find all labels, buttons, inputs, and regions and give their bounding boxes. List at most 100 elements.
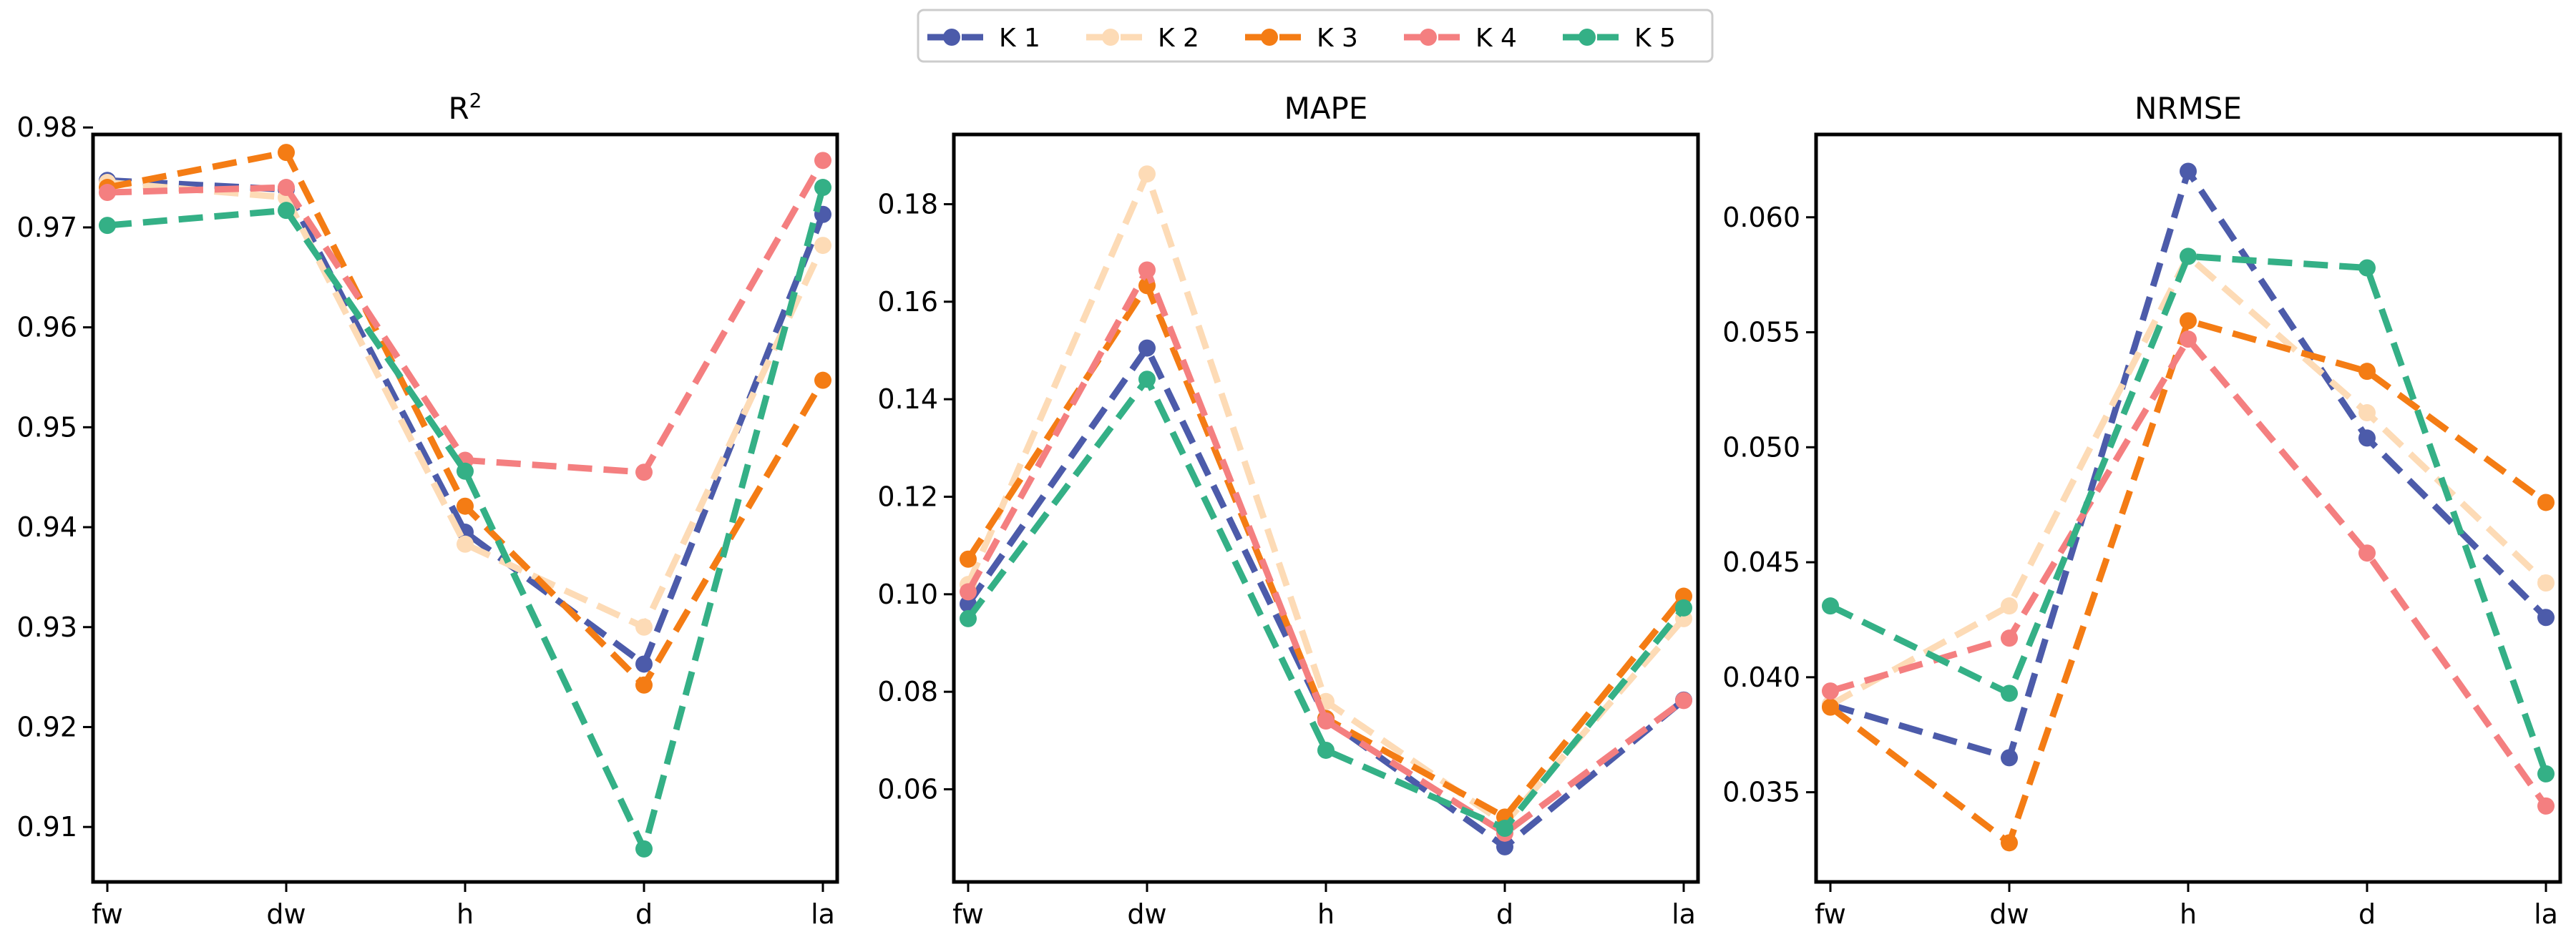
data-point: [2358, 429, 2376, 447]
data-point: [635, 655, 653, 673]
series-line: [107, 179, 826, 631]
y-tick-label: 0.040: [1722, 662, 1800, 693]
data-point: [1675, 692, 1692, 710]
data-point: [2180, 162, 2197, 180]
y-tick-label: 0.18: [877, 188, 938, 220]
data-point: [1822, 698, 1839, 716]
y-tick-label: 0.06: [877, 773, 938, 805]
x-tick-label: dw: [1127, 898, 1166, 930]
y-tick-label: 0.95: [16, 411, 77, 443]
y-tick-label: 0.055: [1722, 317, 1800, 348]
y-tick-label: 0.045: [1722, 546, 1800, 578]
data-point: [814, 371, 831, 389]
y-tick-label: 0.10: [877, 579, 938, 610]
data-point: [1822, 682, 1839, 700]
chart-title-base: R: [448, 91, 469, 126]
data-point: [278, 179, 295, 197]
data-point: [2001, 597, 2018, 615]
x-tick-label: h: [2180, 898, 2197, 930]
y-tick-label: 0.12: [877, 481, 938, 512]
series-k-4: [99, 152, 831, 481]
data-point: [1822, 597, 1839, 615]
data-point: [2358, 259, 2376, 277]
series-k-5: [960, 371, 1692, 838]
data-point: [2001, 629, 2018, 647]
chart-title: MAPE: [1284, 91, 1368, 126]
x-tick-label: la: [1672, 898, 1696, 930]
data-point: [635, 618, 653, 636]
x-tick-label: d: [1496, 898, 1513, 930]
legend-entry: K 2: [1086, 24, 1199, 53]
y-tick-label: 0.96: [16, 312, 77, 343]
series-k-4: [1822, 330, 2555, 815]
legend-marker: [1420, 29, 1437, 46]
legend-entry: K 5: [1563, 24, 1676, 53]
data-point: [960, 550, 977, 568]
x-tick-label: fw: [952, 898, 984, 930]
series-line: [1828, 317, 2548, 846]
data-point: [1138, 339, 1156, 357]
data-point: [2001, 685, 2018, 702]
data-point: [635, 840, 653, 858]
x-tick-label: fw: [92, 898, 123, 930]
plot-area: [1816, 134, 2560, 882]
x-tick-label: la: [2534, 898, 2558, 930]
x-tick-label: h: [457, 898, 474, 930]
x-tick-label: dw: [1989, 898, 2029, 930]
data-point: [635, 463, 653, 481]
legend: K 1 K 2 K 3 K 4 K 5: [917, 9, 1714, 63]
data-point: [99, 184, 116, 202]
chart-nrmse: 0.035 0.040 0.045 0.050 0.055 0.060 fw dw h d la N…: [1722, 91, 2562, 930]
y-tick-label: 0.16: [877, 286, 938, 318]
data-point: [457, 462, 474, 480]
x-tick-label: d: [635, 898, 653, 930]
x-tick-label: h: [1317, 898, 1335, 930]
legend-marker: [1261, 29, 1278, 46]
data-point: [814, 179, 831, 197]
y-tick-label: 0.94: [16, 511, 77, 543]
data-point: [2180, 330, 2197, 348]
legend-entry: K 3: [1245, 24, 1358, 53]
data-point: [2358, 363, 2376, 381]
data-point: [960, 609, 977, 627]
data-point: [814, 152, 831, 170]
y-tick-label: 0.98: [16, 112, 77, 143]
y-tick-label: 0.93: [16, 612, 77, 643]
chart-r2: 0.91 0.92 0.93 0.94 0.95 0.96 0.97 0.98 fw dw h d la…: [16, 89, 839, 930]
legend-marker: [943, 29, 960, 46]
legend-marker: [1579, 29, 1596, 46]
data-point: [1496, 820, 1513, 838]
series-k-5: [1822, 247, 2555, 783]
data-point: [1317, 712, 1335, 730]
legend-entry: K 1: [927, 24, 1040, 53]
x-tick-label: d: [2358, 898, 2376, 930]
series-k-3: [99, 144, 831, 694]
data-point: [1675, 599, 1692, 617]
series-line: [107, 186, 826, 853]
data-point: [1496, 838, 1513, 855]
series-k-3: [1822, 312, 2555, 852]
data-point: [635, 676, 653, 694]
data-point: [2180, 312, 2197, 330]
legend-label: K 3: [1317, 24, 1358, 53]
data-point: [457, 535, 474, 553]
data-point: [2358, 544, 2376, 562]
legend-frame: [917, 9, 1714, 63]
y-tick-label: 0.92: [16, 711, 77, 742]
legend-marker: [1102, 29, 1119, 46]
y-tick-label: 0.97: [16, 212, 77, 243]
series-k-5: [99, 179, 831, 858]
chart-mape: 0.06 0.08 0.10 0.12 0.14 0.16 0.18 fw dw h d la MAP…: [877, 91, 1700, 930]
y-tick-label: 0.91: [16, 811, 77, 843]
chart-title: NRMSE: [2135, 91, 2242, 126]
series-line: [1829, 335, 2549, 808]
x-tick-label: dw: [266, 898, 306, 930]
data-point: [1138, 165, 1156, 183]
data-point: [457, 524, 474, 541]
x-tick-label: fw: [1815, 898, 1846, 930]
data-point: [457, 497, 474, 515]
legend-label: K 4: [1475, 24, 1517, 53]
legend-label: K 5: [1634, 24, 1676, 53]
data-point: [814, 237, 831, 255]
